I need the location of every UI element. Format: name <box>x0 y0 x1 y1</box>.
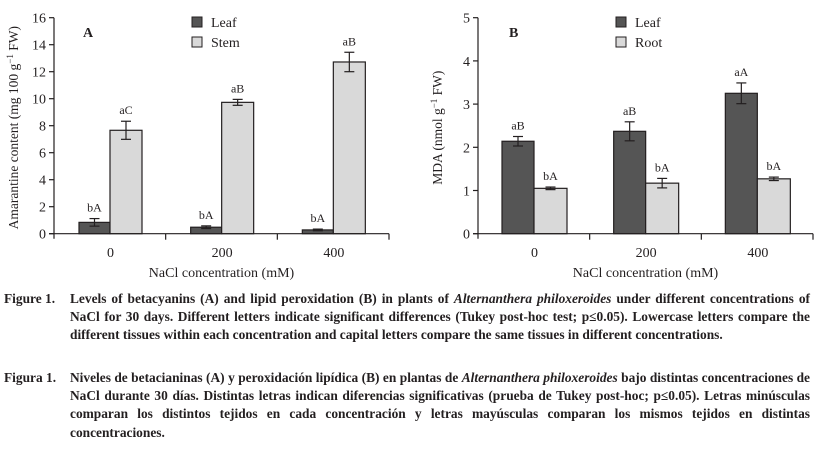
caption-species: Alternanthera philoxeroides <box>461 370 618 385</box>
y-tick-label: 1 <box>463 185 470 200</box>
legend-swatch-stem <box>191 36 203 48</box>
y-tick-label: 14 <box>32 39 46 54</box>
caption-text-part: under different concentrations of NaCl f… <box>70 291 810 343</box>
y-tick-label: 3 <box>463 98 470 113</box>
x-tick-label: 400 <box>323 246 344 261</box>
bar-root <box>645 182 680 235</box>
caption-label: Figure 1. <box>4 291 56 306</box>
y-tick-label: 16 <box>32 12 46 27</box>
x-tick-label: 0 <box>107 246 114 261</box>
x-axis-label: NaCl concentration (mM) <box>573 266 719 281</box>
significance-label: aB <box>623 104 636 118</box>
y-tick-label: 0 <box>39 228 46 243</box>
error-bar <box>121 120 131 140</box>
legend-label: Leaf <box>211 16 237 31</box>
error-bar <box>312 228 323 232</box>
significance-label: bA <box>766 159 781 173</box>
error-bar <box>344 51 355 73</box>
y-tick-label: 12 <box>32 66 46 81</box>
legend-label: Stem <box>211 36 240 51</box>
legend-swatch-leaf <box>615 16 627 28</box>
caption-text: Levels of betacyanins (A) and lipid pero… <box>70 290 810 345</box>
y-axis-label-text: FW) <box>430 71 445 99</box>
significance-label: bA <box>543 169 558 183</box>
error-bar <box>624 121 635 142</box>
y-tick-label: 10 <box>32 93 46 108</box>
x-tick-label: 200 <box>636 246 657 261</box>
y-axis-label-text: MDA (nmol g <box>430 108 445 185</box>
caption-text-part: bajo distintas concentraciones de NaCl d… <box>70 370 810 440</box>
y-axis-label-superscript: −1 <box>5 54 15 64</box>
y-tick-label: 4 <box>463 55 470 70</box>
x-tick-label: 400 <box>747 246 768 261</box>
chart-b: aB aB aA bA bA bA 0 1 2 3 4 5 0 200 400 NaCl concentrat… <box>429 12 814 281</box>
caption-text-part: Levels of betacyanins (A) and lipid pero… <box>70 291 454 306</box>
y-tick-label: 6 <box>39 147 46 162</box>
caption-species: Alternanthera philoxeroides <box>453 291 612 306</box>
bar-leaf <box>501 140 535 235</box>
bar-leaf <box>613 130 647 235</box>
panel-label: B <box>509 26 518 41</box>
significance-label: bA <box>199 208 214 222</box>
significance-label: aB <box>231 81 244 95</box>
bar-stem <box>332 61 366 235</box>
error-bar <box>89 217 100 227</box>
panel-label: A <box>83 26 94 41</box>
y-tick-label: 5 <box>463 12 470 27</box>
error-bar <box>232 98 243 106</box>
y-axis-label-superscript: −1 <box>429 99 439 109</box>
bar-leaf <box>724 92 758 235</box>
error-bar <box>736 82 747 105</box>
y-axis-label: Amarantine content (mg 100 g−1 FW) <box>5 26 21 229</box>
x-tick-label: 200 <box>212 246 233 261</box>
chart-a: bA bA bA aC aB aB 0 2 4 6 8 10 12 14 16 0 200 400 NaCl con… <box>5 12 390 281</box>
significance-label: bA <box>87 201 102 215</box>
legend-label: Root <box>635 36 662 51</box>
y-tick-label: 2 <box>463 141 470 156</box>
significance-label: aB <box>343 34 356 48</box>
error-bar <box>513 135 523 147</box>
x-axis-label: NaCl concentration (mM) <box>149 266 295 281</box>
y-axis-label: MDA (nmol g−1 FW) <box>429 71 445 185</box>
caption-text: Niveles de betacianinas (A) y peroxidaci… <box>70 369 810 442</box>
error-bar <box>201 225 212 230</box>
bar-root <box>756 178 791 235</box>
error-bar <box>768 176 779 182</box>
caption-english: Figure 1. Levels of betacyanins (A) and … <box>4 290 810 345</box>
significance-label: aA <box>734 65 748 79</box>
y-tick-label: 2 <box>39 201 46 216</box>
bar-stem <box>221 101 255 235</box>
error-bar <box>545 186 556 191</box>
caption-spanish: Figura 1. Niveles de betacianinas (A) y … <box>4 369 810 442</box>
significance-label: bA <box>310 211 325 225</box>
legend-label: Leaf <box>635 16 661 31</box>
caption-label: Figura 1. <box>4 370 57 385</box>
y-tick-label: 8 <box>39 120 46 135</box>
caption-text-part: Niveles de betacianinas (A) y peroxidaci… <box>70 370 462 385</box>
y-axis-label-text: Amarantine content (mg 100 g <box>6 63 21 229</box>
y-tick-label: 0 <box>463 228 470 243</box>
significance-label: bA <box>655 160 670 174</box>
bar-stem <box>109 129 143 235</box>
legend-swatch-root <box>615 36 627 48</box>
y-axis-label-text: FW) <box>6 26 21 54</box>
y-tick-label: 4 <box>39 174 46 189</box>
error-bar <box>657 177 668 189</box>
x-tick-label: 0 <box>531 246 538 261</box>
significance-label: aC <box>119 103 132 117</box>
significance-label: aB <box>511 119 524 133</box>
legend-swatch-leaf <box>191 16 203 28</box>
bar-root <box>533 187 568 235</box>
